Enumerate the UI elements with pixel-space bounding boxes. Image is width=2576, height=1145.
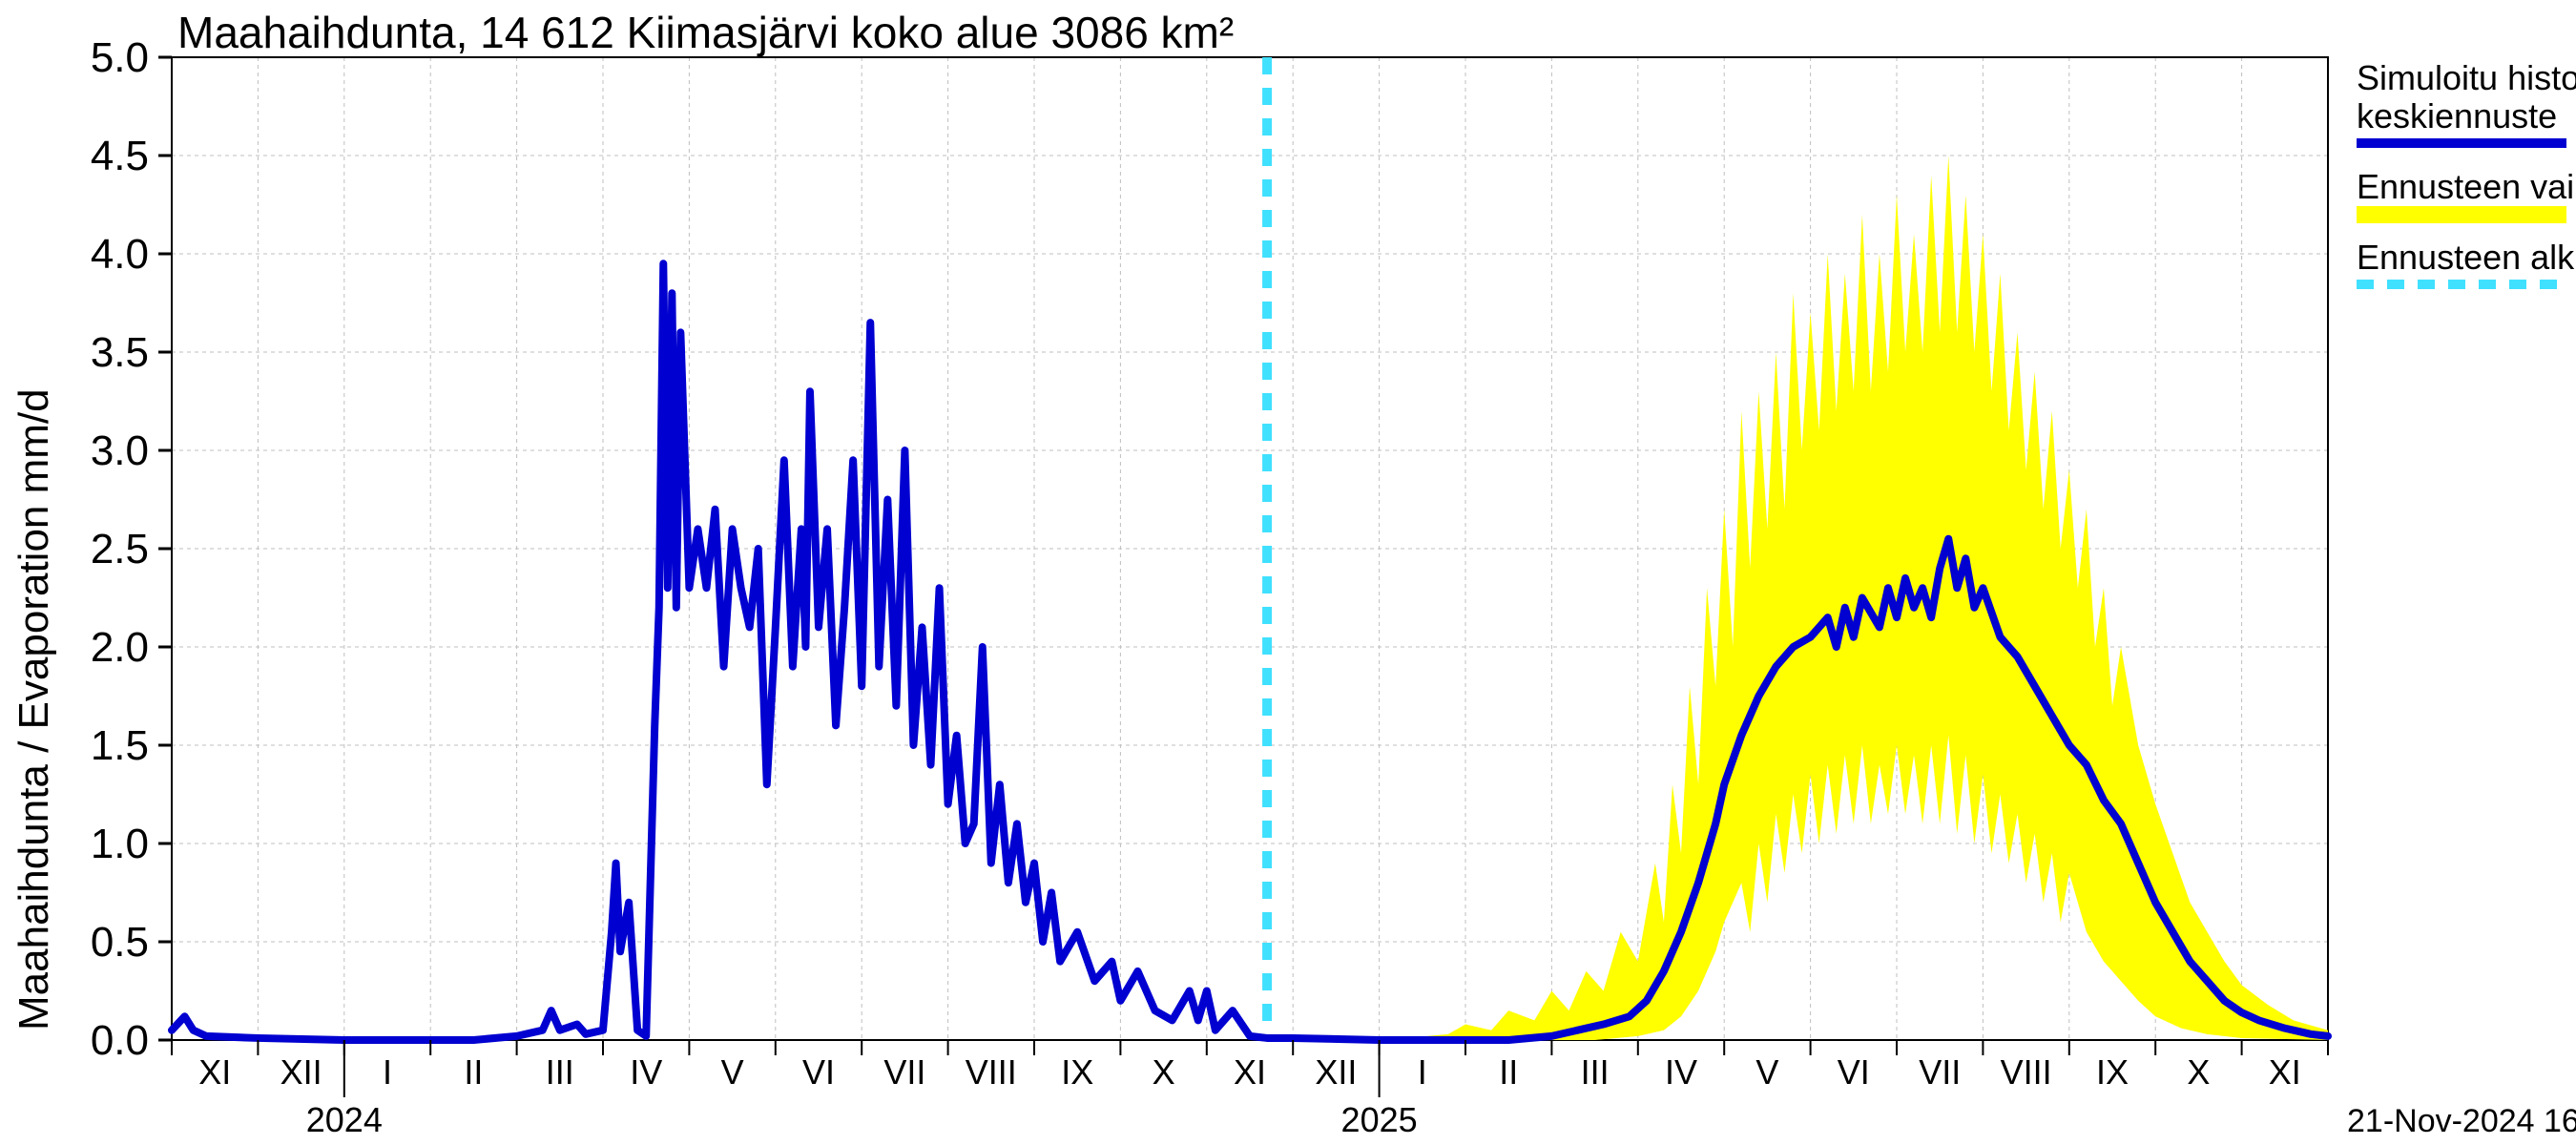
y-tick-label: 2.0 — [91, 624, 149, 671]
legend-label: Ennusteen vaihteluväli — [2357, 167, 2576, 206]
legend-label: keskiennuste — [2357, 96, 2557, 135]
x-tick-label: XI — [1234, 1052, 1266, 1092]
y-tick-label: 0.0 — [91, 1017, 149, 1064]
legend-label: Ennusteen alku — [2357, 238, 2576, 277]
x-tick-label: III — [546, 1052, 574, 1092]
x-tick-label: IV — [1665, 1052, 1697, 1092]
x-tick-label: IX — [2096, 1052, 2129, 1092]
y-tick-label: 3.5 — [91, 329, 149, 376]
x-tick-label: VI — [802, 1052, 835, 1092]
x-tick-label: III — [1581, 1052, 1610, 1092]
y-tick-label: 1.5 — [91, 722, 149, 769]
chart-title: Maahaihdunta, 14 612 Kiimasjärvi koko al… — [177, 8, 1234, 57]
x-tick-label: V — [1755, 1052, 1778, 1092]
y-tick-label: 2.5 — [91, 526, 149, 572]
x-tick-label: X — [1153, 1052, 1175, 1092]
x-tick-label: II — [1499, 1052, 1518, 1092]
x-tick-label: VIII — [966, 1052, 1017, 1092]
x-tick-label: IV — [630, 1052, 662, 1092]
x-tick-label: II — [464, 1052, 483, 1092]
legend-swatch — [2357, 206, 2566, 223]
evaporation-chart: 0.00.51.01.52.02.53.03.54.04.55.0XIXIIII… — [0, 0, 2576, 1145]
x-tick-label: IX — [1061, 1052, 1093, 1092]
x-tick-label: VIII — [2001, 1052, 2052, 1092]
x-tick-label: I — [383, 1052, 392, 1092]
y-tick-label: 0.5 — [91, 919, 149, 966]
y-tick-label: 4.5 — [91, 133, 149, 179]
x-tick-label: VI — [1838, 1052, 1870, 1092]
x-tick-label: X — [2187, 1052, 2210, 1092]
x-tick-label: I — [1418, 1052, 1427, 1092]
x-tick-label: VII — [883, 1052, 925, 1092]
x-tick-label: XI — [198, 1052, 231, 1092]
x-tick-label: XI — [2269, 1052, 2301, 1092]
y-axis-label: Maahaihdunta / Evaporation mm/d — [10, 388, 57, 1030]
y-tick-label: 3.0 — [91, 427, 149, 474]
x-tick-label: XII — [280, 1052, 322, 1092]
y-tick-label: 5.0 — [91, 34, 149, 81]
legend-label: Simuloitu historia ja — [2357, 58, 2576, 97]
x-tick-label: V — [721, 1052, 744, 1092]
y-tick-label: 4.0 — [91, 231, 149, 278]
footer-timestamp: 21-Nov-2024 16:49 WSFS-O — [2347, 1103, 2576, 1139]
x-tick-label: XII — [1315, 1052, 1357, 1092]
x-tick-label: VII — [1919, 1052, 1961, 1092]
y-tick-label: 1.0 — [91, 821, 149, 867]
year-label: 2024 — [306, 1100, 383, 1139]
legend: Simuloitu historia jakeskiennuste Ennuste… — [2357, 58, 2576, 284]
year-label: 2025 — [1341, 1100, 1418, 1139]
